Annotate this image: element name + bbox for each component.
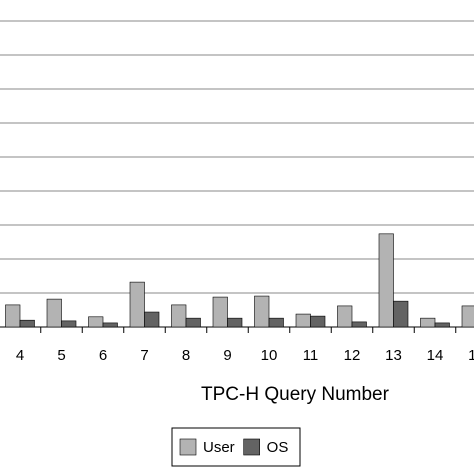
bar xyxy=(254,295,270,328)
bar xyxy=(337,305,353,328)
x-tick-label: 7 xyxy=(140,347,148,364)
bar xyxy=(129,281,145,328)
bar xyxy=(295,313,311,328)
x-tick-label: 6 xyxy=(99,347,107,364)
x-tick-label: 12 xyxy=(344,347,361,364)
bar xyxy=(171,304,187,328)
x-tick-label: 14 xyxy=(427,347,444,364)
bar xyxy=(310,315,326,328)
x-tick-label: 5 xyxy=(57,347,65,364)
bar xyxy=(61,320,77,328)
x-axis-title: TPC-H Query Number xyxy=(201,384,390,405)
x-tick-label: 4 xyxy=(16,347,24,364)
bar xyxy=(268,317,284,328)
legend-swatch xyxy=(243,438,260,456)
bar xyxy=(227,317,243,328)
legend-label: OS xyxy=(267,439,289,456)
legend-label: User xyxy=(203,439,235,456)
x-tick-label: 11 xyxy=(303,347,319,364)
bar xyxy=(88,316,104,328)
bar xyxy=(434,322,450,328)
bar xyxy=(46,298,62,328)
bar xyxy=(461,305,474,328)
bar xyxy=(378,233,394,328)
bar xyxy=(19,319,35,328)
bar xyxy=(420,317,436,328)
bar xyxy=(212,296,228,328)
bar xyxy=(102,322,118,328)
bar xyxy=(5,304,21,328)
bar xyxy=(351,321,367,328)
legend-swatch xyxy=(179,438,197,456)
bar xyxy=(144,311,160,328)
x-tick-label: 10 xyxy=(261,347,278,364)
x-tick-label: 8 xyxy=(182,347,190,364)
x-tick-label: 13 xyxy=(385,347,402,364)
bar xyxy=(393,300,409,328)
bar xyxy=(185,317,201,328)
x-tick-label: 15 xyxy=(468,347,474,364)
x-tick-label: 9 xyxy=(223,347,231,364)
